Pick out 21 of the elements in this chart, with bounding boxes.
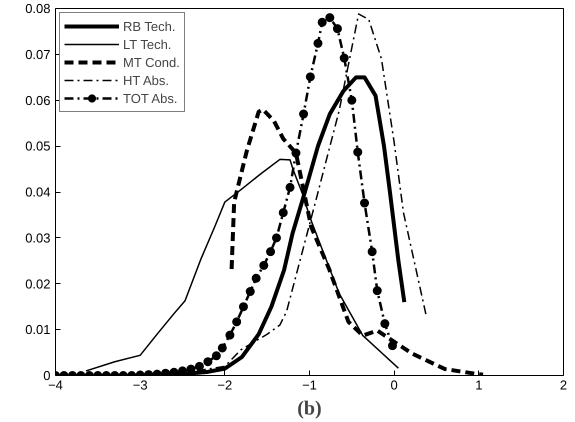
- legend-label: HT Abs.: [123, 72, 170, 89]
- x-axis-title: (b): [297, 398, 322, 420]
- y-tick-label: 0.08: [25, 1, 51, 16]
- y-tick-label: 0.01: [25, 322, 51, 338]
- y-tick-label: 0: [43, 368, 51, 383]
- y-tick-label: 0.06: [25, 92, 51, 108]
- x-tick-label: −2: [217, 378, 232, 392]
- x-tick-label: 0: [390, 378, 398, 392]
- y-tick-label: 0.04: [25, 184, 51, 200]
- x-tick-label: −1: [302, 378, 317, 392]
- legend-label: RB Tech.: [123, 18, 176, 35]
- legend-label: LT Tech.: [123, 36, 172, 53]
- y-tick-label: 0.07: [25, 46, 51, 62]
- legend-label: MT Cond.: [123, 54, 180, 71]
- x-tick-label: −3: [132, 378, 148, 392]
- y-tick-label: 0.02: [25, 276, 51, 292]
- x-tick-label: 2: [560, 378, 568, 392]
- y-tick-label: 0.03: [25, 230, 51, 246]
- x-tick-label: 1: [475, 378, 482, 392]
- y-tick-label: 0.05: [25, 138, 51, 154]
- legend-label: TOT Abs.: [123, 90, 178, 107]
